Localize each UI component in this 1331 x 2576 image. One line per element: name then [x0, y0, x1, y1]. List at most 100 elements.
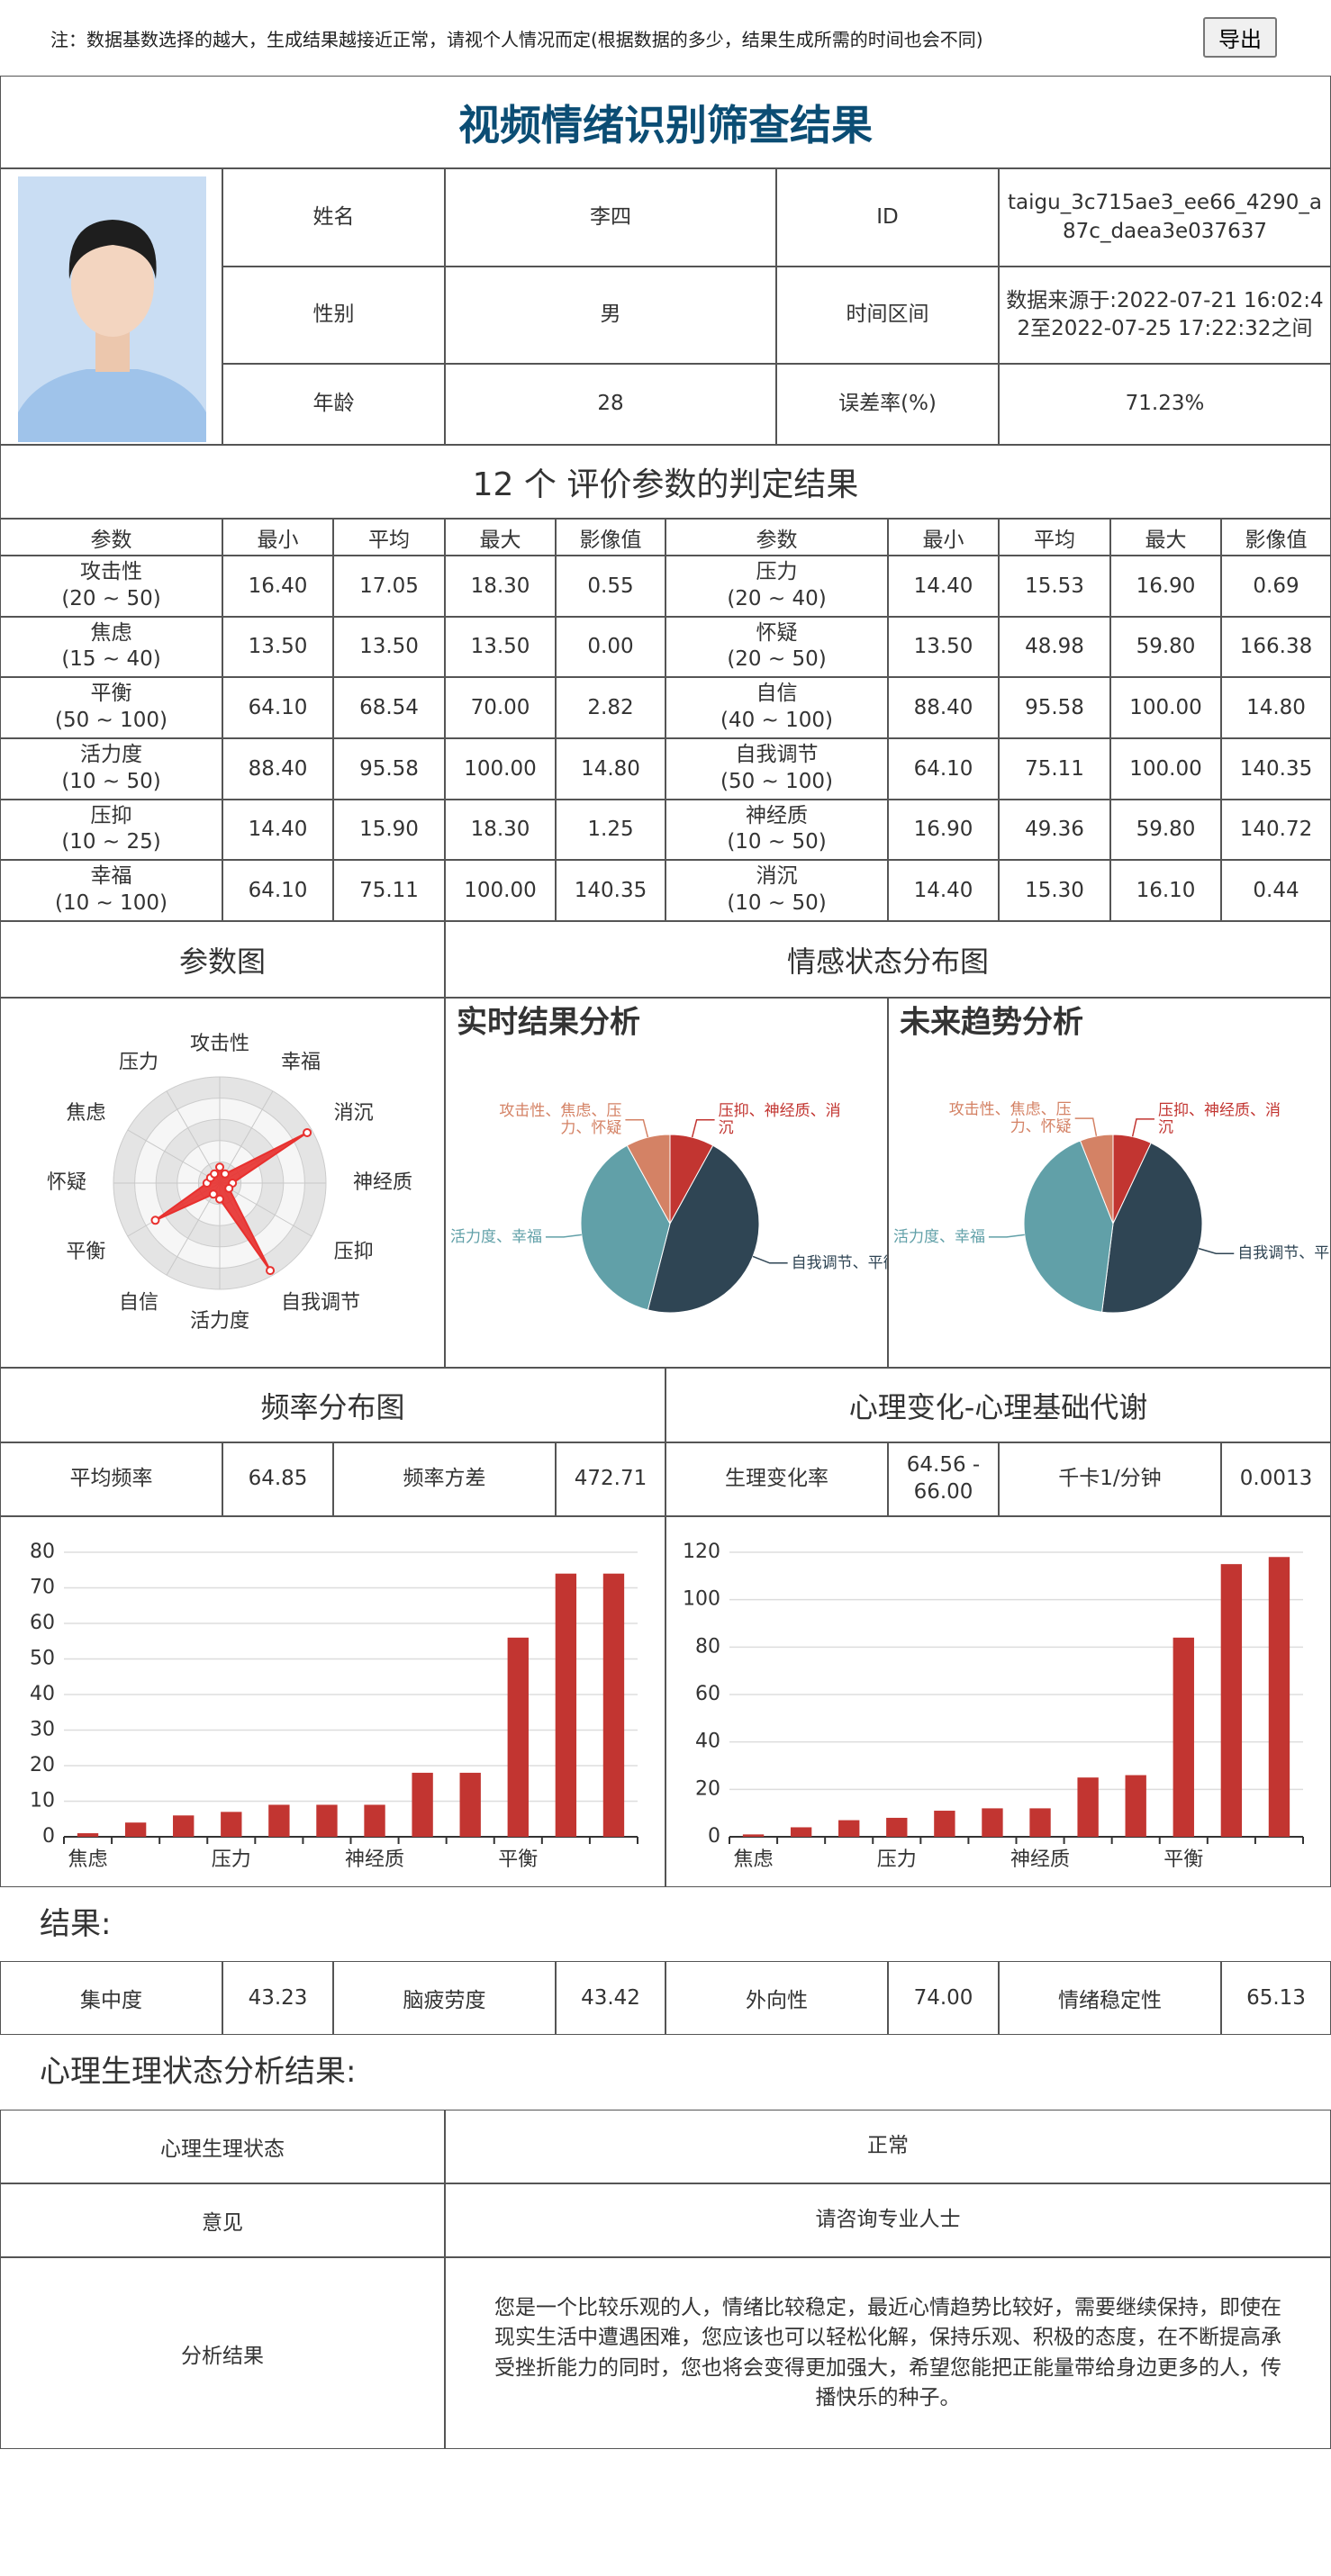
metric-value: 43.42 — [556, 1961, 666, 2035]
param-range: (20 ~ 40) — [727, 586, 827, 610]
param-name: 怀疑 — [756, 620, 798, 645]
bar — [1029, 1808, 1051, 1837]
y-tick-label: 100 — [683, 1588, 720, 1611]
metric-label: 生理变化率 — [666, 1442, 888, 1516]
table-header: 影像值 — [556, 519, 666, 556]
analysis-label: 心理生理状态 — [0, 2110, 445, 2183]
analysis-value: 正常 — [445, 2110, 1331, 2183]
pie-leader — [1074, 1117, 1098, 1136]
info-label: 误差率(%) — [776, 364, 999, 445]
table-value: 0.69 — [1221, 556, 1331, 617]
pie-label: 压抑、神经质、消沉 — [719, 1102, 841, 1137]
pie-leader — [752, 1255, 788, 1264]
metric-label: 情绪稳定性 — [999, 1961, 1221, 2035]
param-name: 消沉 — [756, 864, 798, 889]
param-name-cell: 幸福 (10 ~ 100) — [0, 860, 222, 921]
radar-point — [208, 1189, 218, 1199]
radar-label: 自信 — [119, 1291, 158, 1314]
metric-label: 平均频率 — [0, 1442, 222, 1516]
table-value: 14.40 — [888, 860, 999, 921]
param-name: 焦虑 — [90, 620, 132, 645]
y-tick-label: 120 — [683, 1541, 720, 1563]
bar — [173, 1815, 195, 1837]
param-name: 活力度 — [80, 742, 142, 766]
table-header: 平均 — [999, 519, 1110, 556]
metric-label: 外向性 — [666, 1961, 888, 2035]
metric-value: 64.85 — [222, 1442, 333, 1516]
radar-label: 消沉 — [334, 1102, 374, 1125]
y-tick-label: 30 — [30, 1719, 55, 1741]
pie-title: 实时结果分析 — [457, 1005, 640, 1041]
table-value: 75.11 — [999, 738, 1110, 800]
bar — [838, 1820, 860, 1837]
note: 注：数据基数选择的越大，生成结果越接近正常，请视个人情况而定(根据数据的多少，结… — [50, 29, 983, 50]
table-value: 64.10 — [222, 860, 333, 921]
bar — [982, 1808, 1003, 1837]
chart-panel: 0 10 20 30 40 50 60 70 80 焦虑 压力 神经质 平衡 — [0, 1516, 666, 1887]
table-value: 0.55 — [556, 556, 666, 617]
bar — [77, 1833, 99, 1837]
bar — [268, 1804, 290, 1837]
bar — [459, 1772, 481, 1837]
bar — [316, 1804, 338, 1837]
table-value: 75.11 — [333, 860, 445, 921]
radar-label: 神经质 — [353, 1171, 412, 1194]
metric-label: 千卡1/分钟 — [999, 1442, 1221, 1516]
x-tick-label: 神经质 — [345, 1848, 404, 1871]
param-range: (15 ~ 40) — [61, 647, 161, 672]
bar — [1268, 1557, 1290, 1837]
pie-label: 攻击性、焦虑、压力、怀疑 — [499, 1102, 621, 1137]
table-value: 140.72 — [1221, 799, 1331, 861]
param-name-cell: 神经质 (10 ~ 50) — [666, 799, 888, 861]
pie-slice — [1023, 1140, 1114, 1313]
table-value: 59.80 — [1110, 616, 1221, 678]
table-header: 参数 — [0, 519, 222, 556]
info-value: 28 — [445, 364, 776, 445]
table-value: 13.50 — [445, 616, 556, 678]
export-button[interactable]: 导出 — [1203, 17, 1277, 58]
bar — [790, 1827, 812, 1837]
bar — [1077, 1777, 1099, 1837]
table-header: 参数 — [666, 519, 888, 556]
pie-title: 未来趋势分析 — [900, 1005, 1083, 1041]
pie-leader — [988, 1234, 1025, 1238]
bar — [1220, 1564, 1243, 1837]
y-tick-label: 40 — [30, 1683, 55, 1705]
table-header: 最大 — [445, 519, 556, 556]
table-value: 95.58 — [333, 738, 445, 800]
param-range: (10 ~ 25) — [61, 830, 161, 854]
x-tick-label: 焦虑 — [68, 1848, 108, 1871]
radar-label: 焦虑 — [66, 1102, 105, 1125]
metric-label: 集中度 — [0, 1961, 222, 2035]
metric-value: 43.23 — [222, 1961, 333, 2035]
param-name-cell: 自信 (40 ~ 100) — [666, 677, 888, 738]
param-name-cell: 消沉 (10 ~ 50) — [666, 860, 888, 921]
pie-slice — [580, 1144, 671, 1311]
radar-point — [224, 1183, 234, 1193]
y-tick-label: 0 — [42, 1825, 55, 1848]
section-title: 参数图 — [0, 921, 445, 998]
param-name: 神经质 — [746, 803, 808, 827]
table-value: 17.05 — [333, 556, 445, 617]
pie-slice — [647, 1144, 760, 1314]
radar-label: 自我调节 — [281, 1291, 360, 1314]
radar-label: 活力度 — [190, 1310, 249, 1333]
radar-axis — [219, 1182, 312, 1237]
param-range: (20 ~ 50) — [61, 586, 161, 610]
y-tick-label: 40 — [695, 1731, 720, 1753]
info-label: 姓名 — [222, 168, 445, 267]
y-tick-label: 60 — [695, 1683, 720, 1705]
radar-label: 怀疑 — [47, 1171, 86, 1194]
bar — [221, 1812, 242, 1837]
pie-leader — [1131, 1118, 1154, 1137]
table-value: 140.35 — [556, 860, 666, 921]
param-name-cell: 压力 (20 ~ 40) — [666, 556, 888, 617]
chart: 0 10 20 30 40 50 60 70 80 焦虑 压力 神经质 平衡 — [30, 1541, 638, 1871]
param-name: 自我调节 — [735, 742, 819, 766]
pie-slice — [1101, 1142, 1203, 1314]
table-value: 14.80 — [1221, 677, 1331, 738]
param-name-cell: 活力度 (10 ~ 50) — [0, 738, 222, 800]
table-value: 15.30 — [999, 860, 1110, 921]
param-range: (50 ~ 100) — [720, 769, 833, 793]
